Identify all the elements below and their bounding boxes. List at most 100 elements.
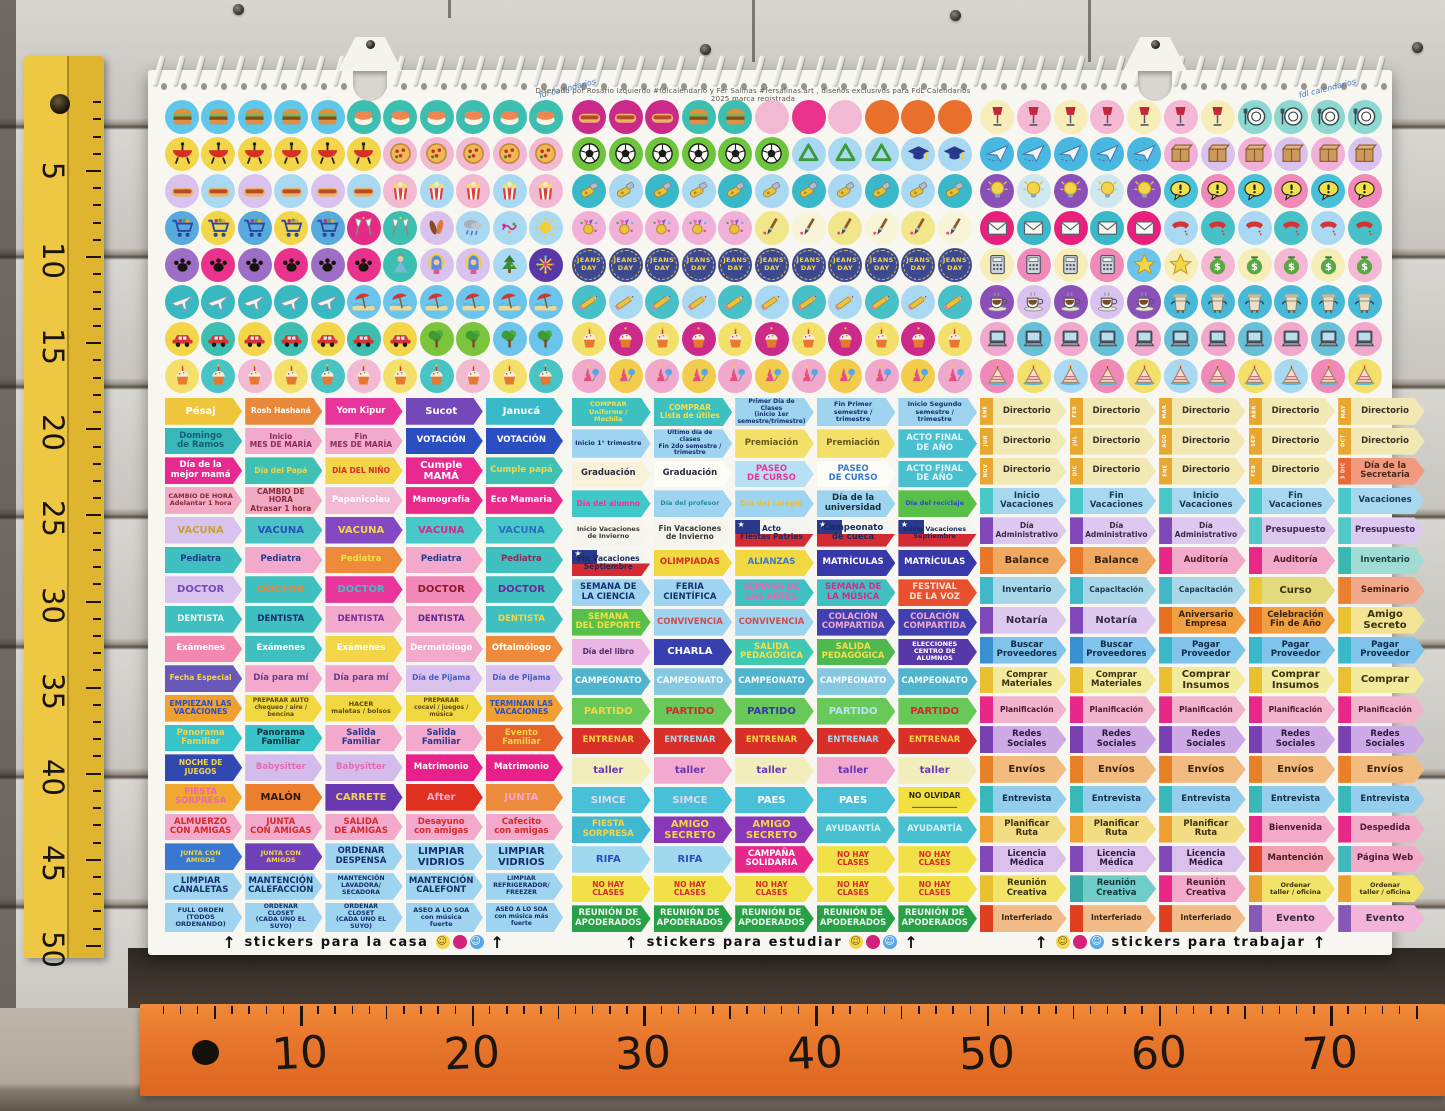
ruler-tick (93, 462, 101, 465)
paperplane-icon (1057, 140, 1084, 167)
sticker-icon-medal (645, 210, 680, 245)
ruler-tick (420, 1006, 422, 1014)
ruler-tick (93, 221, 101, 224)
sticker-label: Inicio Segundo semestre / trimestre (898, 398, 977, 427)
sticker-label-text: Primer Día de Clases (inicio 1er semestr… (737, 398, 806, 425)
whistle-icon (758, 177, 785, 204)
sticker-label: Envíos (1159, 756, 1246, 783)
sticker-icon-sushiroll (864, 99, 899, 134)
sticker-color-tab: FEB (1069, 398, 1083, 425)
label-sticker-row: NO HAY CLASES NO HAY CLASES NO HAY CLASES N… (572, 875, 977, 903)
beach-icon (423, 288, 450, 315)
ruler-tick (660, 1006, 663, 1014)
recycle-icon (832, 140, 859, 167)
pencil-icon (649, 288, 676, 315)
sticker-color-tab: ENE (980, 398, 993, 425)
ruler-tick (248, 1006, 250, 1014)
burger-icon (722, 103, 749, 130)
punch-hole (1301, 83, 1307, 90)
feathers-icon (423, 214, 450, 241)
calc-icon (1020, 251, 1047, 278)
sticker-icon-medal (572, 210, 606, 245)
sticker-icon-brush (864, 210, 899, 245)
envelope-icon (1094, 214, 1121, 241)
sticker-icon-jeans: JEANS DAY (718, 247, 753, 282)
soccer-icon (612, 140, 639, 167)
sticker-icon-laptop (1274, 321, 1309, 356)
sticker-label-text: Pagar Proveedor (1360, 639, 1410, 660)
sticker-label-text: Fecha Especial (169, 673, 232, 683)
wine-icon (1131, 103, 1158, 130)
sticker-icon-brush (754, 210, 789, 245)
sticker-label-text: Envíos (1366, 763, 1404, 775)
box-icon (1204, 140, 1231, 167)
sticker-label-text: ASEO A LO SOA con música fuerte (413, 905, 470, 928)
sticker-label: FIESTA SORPRESA (572, 816, 651, 844)
sticker-color-tab: FEB (1248, 457, 1262, 485)
ruler-number: 20 (36, 414, 70, 452)
sticker-label: Papanicolau (325, 487, 403, 514)
sticker-label-text: MATRÍCULAS (822, 557, 884, 568)
ruler-tick (1141, 1006, 1143, 1014)
sticker-label-text: Directorio (1092, 435, 1141, 446)
ruler-tick (334, 1006, 336, 1014)
soccer-icon (576, 140, 603, 167)
sticker-label: LIMPIAR CANALETAS (165, 873, 243, 900)
label-sticker-row: Inicio 1° trimestre Último día de clases … (572, 429, 977, 458)
recycle-icon (795, 140, 822, 167)
label-sticker-row: Día Administrativo Día Administrativo Día … (980, 517, 1425, 545)
sticker-label-text: CHARLA (667, 646, 713, 658)
sticker-label-text: TERMINAN LAS VACACIONES (489, 699, 554, 717)
sticker-label-text: FIESTA SORPRESA (582, 819, 634, 839)
jeans-day-text: JEANS DAY (903, 249, 934, 280)
sticker-label: Fin Vacaciones (1248, 487, 1336, 515)
sticker-sheet: Diseñado por Rosario Izquierdo #fdlcalen… (148, 37, 1425, 955)
sticker-icon-coffee (980, 284, 1014, 319)
sticker-label: SALIDA DE AMIGAS (325, 813, 403, 841)
sticker-icon-popcorn (419, 173, 454, 208)
sticker-label: ENTRENAR (653, 727, 733, 755)
label-grid-casa: Pésaj Rosh Hashaná Yom Kipur Sucot Janucá Dom… (165, 398, 564, 932)
sticker-label: Despedida (1338, 815, 1425, 843)
partyhat-icon (795, 362, 822, 389)
sticker-icon-paperplane (1127, 136, 1162, 171)
sticker-color-tab (980, 726, 993, 753)
sticker-icon-cupcake (528, 358, 563, 393)
sticker-label: ORDENAR CLOSET (CADA UNO EL SUYO) (245, 902, 323, 932)
sticker-label: TERMINAN LAS VACACIONES (485, 694, 564, 722)
wine-icon (1020, 103, 1047, 130)
jeans-day-text: JEANS DAY (830, 249, 861, 280)
chile-flag-background (816, 520, 896, 547)
partyhat-icon (832, 362, 859, 389)
sticker-label: FEB Directorio (1069, 398, 1157, 425)
footer-casa: ↑ stickers para la casa ☺ ☺ ↑ (165, 933, 563, 952)
punch-hole (441, 83, 447, 90)
sticker-label: DOCTOR (485, 576, 564, 603)
sticker-icon-cupcake (645, 321, 680, 356)
tree-icon (460, 325, 487, 352)
sticker-label-text: ALMUERZO CON AMIGAS (169, 816, 232, 837)
ruler-tick (694, 1006, 697, 1014)
sticker-label-text: FESTIVAL DE LA VOZ (909, 582, 960, 602)
label-sticker-row: Reunión Creativa Reunión Creativa Reunión … (980, 875, 1425, 903)
icon-sticker-row (165, 209, 563, 246)
sticker-label: ENTRENAR (572, 727, 651, 755)
sticker-label-text: ACTO FINAL DE AÑO (906, 433, 964, 453)
pencil-icon (722, 288, 749, 315)
sticker-icon-pencil (937, 284, 972, 319)
partyhat-icon (722, 362, 749, 389)
punch-hole (841, 83, 847, 90)
sticker-label-text: REUNIÓN DE APODERADOS (656, 908, 724, 928)
ruler-tick (265, 1006, 268, 1014)
sticker-icon-beach (419, 284, 454, 319)
sticker-label-text: Fin Vacaciones Septiembre (576, 553, 640, 571)
beach-icon (460, 288, 487, 315)
sticker-label-text: Reunión Creativa (1006, 878, 1047, 898)
togo-icon (1315, 288, 1342, 315)
punch-hole (901, 83, 907, 90)
sticker-color-tab: 3 DIC (1338, 457, 1352, 485)
ruler-tick (403, 1006, 405, 1014)
sticker-label: Licencia Médica (1159, 845, 1246, 873)
sticker-label-text: Directorio (1092, 405, 1141, 416)
sticker-icon-hotdog (201, 173, 236, 208)
